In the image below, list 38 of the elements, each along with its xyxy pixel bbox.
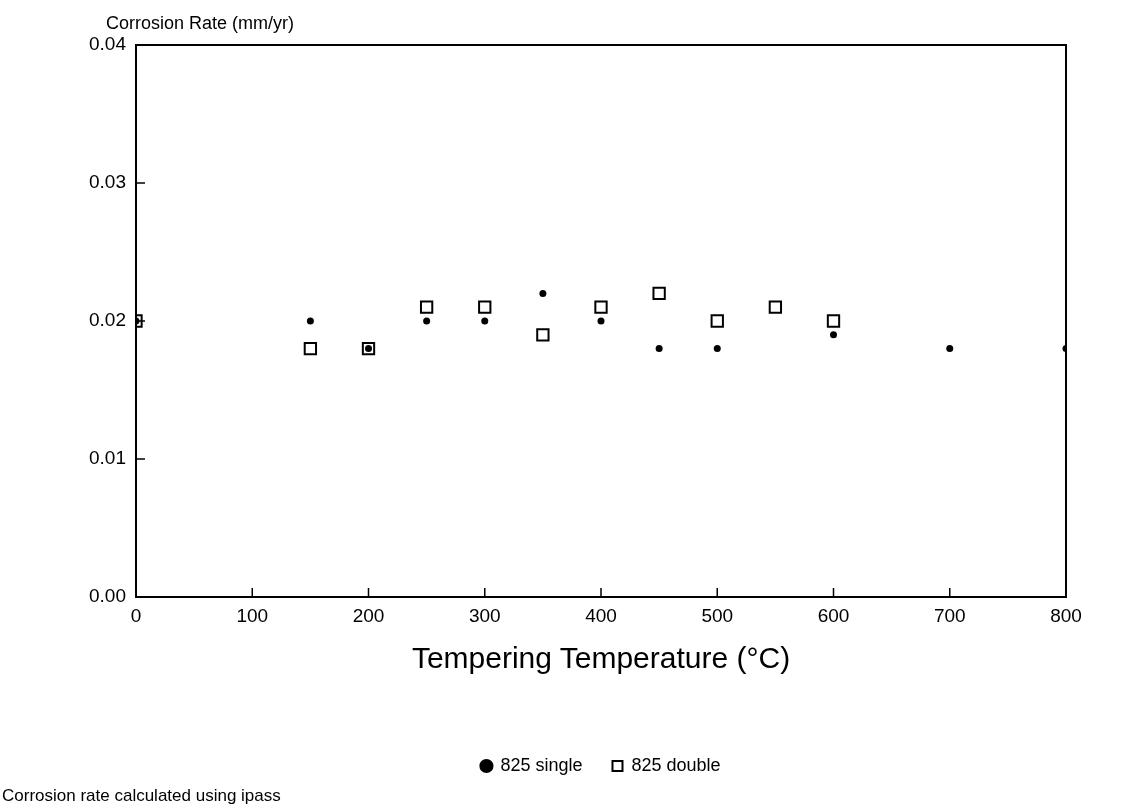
x-tick-label: 400	[585, 604, 617, 626]
point	[594, 300, 608, 314]
point	[713, 345, 721, 353]
y-tick-label: 0.00	[89, 585, 126, 607]
y-tick-label: 0.04	[89, 33, 127, 55]
x-tick-label: 500	[701, 604, 734, 626]
point	[419, 300, 434, 314]
x-tick-label: 700	[933, 604, 966, 626]
point	[597, 317, 605, 325]
point	[826, 314, 841, 328]
point	[946, 345, 954, 353]
point	[306, 317, 314, 325]
point	[830, 331, 837, 339]
legend-label: 825 double	[631, 754, 721, 775]
y-tick-label: 0.01	[89, 447, 126, 469]
y-axis-title: Corrosion Rate (mm/yr)	[106, 12, 295, 33]
point	[481, 317, 489, 325]
point	[303, 341, 318, 356]
x-axis-title: Tempering Temperature (°C)	[411, 641, 791, 675]
point	[655, 345, 663, 353]
x-tick-label: 200	[352, 604, 385, 626]
y-tick-label: 0.02	[89, 309, 126, 331]
point	[478, 300, 492, 314]
x-tick-label: 100	[236, 604, 269, 626]
x-tick-label: 800	[1050, 604, 1082, 626]
point	[536, 328, 550, 342]
text: Corrosion rate calculated using ipass	[2, 786, 281, 806]
y-tick-label: 0.03	[89, 171, 126, 193]
point	[710, 314, 724, 328]
point	[361, 341, 376, 356]
point	[768, 300, 783, 314]
point	[539, 289, 547, 297]
point	[652, 286, 666, 301]
x-tick-label: 0	[130, 604, 142, 626]
point	[423, 317, 431, 325]
legend-label: 825 single	[500, 754, 583, 775]
x-tick-label: 300	[468, 604, 501, 626]
x-tick-label: 600	[817, 604, 850, 626]
